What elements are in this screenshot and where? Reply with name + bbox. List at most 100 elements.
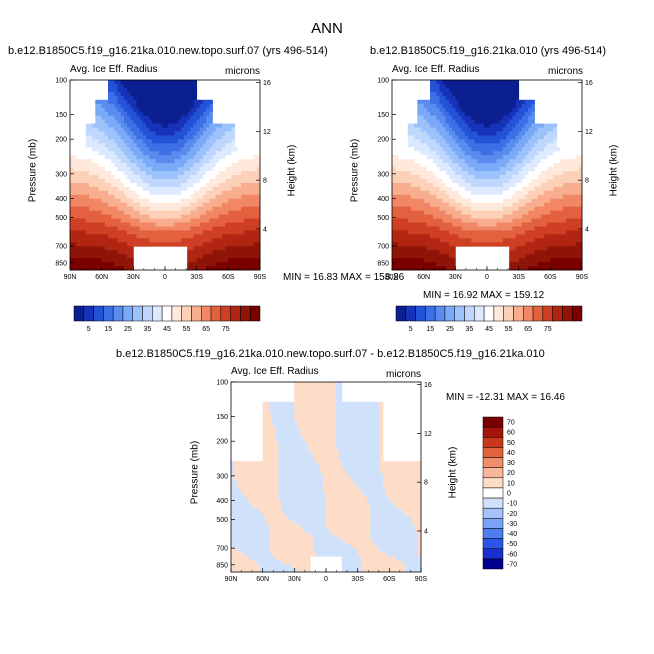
panel1-field-cell: [228, 139, 232, 144]
panel2-field-cell: [499, 159, 504, 164]
panel2-field-cell: [499, 123, 504, 128]
panel2-field-cell: [537, 242, 542, 247]
panel2-field-cell: [563, 190, 567, 196]
panel1-field-cell: [158, 238, 163, 243]
panel1-field-cell: [225, 218, 229, 223]
panel1-field-cell: [174, 214, 179, 219]
panel1-field-cell: [187, 171, 191, 176]
panel1-field-cell: [203, 202, 207, 208]
panel2-field-cell: [445, 222, 450, 227]
panel2-field-cell: [490, 127, 494, 132]
panel2-field-cell: [563, 147, 567, 152]
panel1-field-cell: [123, 83, 128, 89]
panel2-field-cell: [559, 266, 564, 271]
panel2-field-cell: [423, 238, 428, 243]
panel1-field-cell: [155, 155, 160, 160]
panel1-field-cell: [158, 167, 163, 172]
panel1-field-cell: [244, 246, 248, 251]
panel2-field-cell: [433, 254, 437, 259]
panel2-field-cell: [499, 222, 504, 227]
panel1-field-cell: [215, 234, 220, 239]
panel1-field-cell: [149, 167, 153, 172]
panel1-field-cell: [174, 171, 179, 176]
panel2-field-cell: [572, 151, 577, 156]
panel2-field-cell: [468, 226, 472, 231]
panel2-field-cell: [490, 139, 494, 144]
panel1-field-cell: [218, 135, 223, 140]
panel1-field-cell: [168, 99, 172, 105]
panel2-field-cell: [506, 115, 510, 120]
panel1-field-cell: [161, 127, 166, 132]
panel2-field-cell: [414, 131, 418, 136]
panel2-field-cell: [547, 202, 551, 208]
panel1-field-cell: [231, 135, 236, 140]
panel1-field-cell: [165, 87, 169, 93]
panel2-field-cell: [525, 198, 529, 204]
panel2-field-cell: [544, 190, 548, 196]
panel2-field-cell: [531, 103, 535, 109]
panel2-field-cell: [559, 222, 564, 227]
panel2-field-cell: [490, 147, 494, 152]
panel1-field-cell: [133, 139, 137, 144]
panel1-field-cell: [79, 238, 84, 243]
panel2-field-cell: [487, 143, 491, 148]
panel1-field-cell: [130, 83, 134, 89]
panel1-field-cell: [155, 115, 160, 120]
panel2-field-cell: [414, 151, 418, 156]
panel2-field-cell: [493, 198, 497, 204]
panel1-field-cell: [73, 182, 77, 188]
panel1-field-cell: [165, 91, 169, 97]
panel1-field-cell: [215, 238, 220, 243]
panel2-field-cell: [474, 155, 478, 160]
panel1-field-cell: [127, 127, 131, 132]
panel2-field-cell: [490, 242, 494, 247]
panel2-field-cell: [509, 99, 513, 105]
panel1-field-cell: [130, 135, 134, 140]
panel1-field-cell: [155, 242, 160, 247]
panel2-field-cell: [499, 206, 504, 212]
panel2-field-cell: [398, 163, 402, 168]
panel1-field-cell: [142, 214, 147, 219]
panel1-field-cell: [92, 246, 96, 251]
panel1-field-cell: [174, 210, 179, 215]
panel2-field-cell: [490, 95, 494, 101]
panel1-field-cell: [187, 218, 191, 223]
panel1-field-cell: [215, 194, 220, 200]
panel1-field-cell: [190, 151, 194, 156]
panel2-field-cell: [401, 210, 406, 215]
panel2-field-cell: [392, 175, 396, 180]
panel1-field-cell: [171, 139, 175, 144]
panel1-field-cell: [190, 80, 194, 85]
panel2-field-cell: [566, 254, 570, 259]
panel1-field-cell: [146, 234, 150, 239]
panel1-field-cell: [237, 202, 242, 208]
panel1-field-cell: [206, 103, 210, 109]
panel1-field-cell: [250, 214, 255, 219]
panel2-field-cell: [480, 167, 485, 172]
panel2-field-cell: [569, 202, 573, 208]
panel1-field-cell: [130, 159, 134, 164]
panel1-field-cell: [250, 182, 255, 188]
panel1-field-cell: [136, 151, 141, 156]
panel1-field-cell: [76, 250, 80, 255]
panel1-field-cell: [190, 167, 194, 172]
panel1-field-cell: [101, 143, 106, 148]
panel1-field-cell: [171, 87, 175, 93]
panel2-field-cell: [537, 246, 542, 251]
panel3-field-cell: [313, 385, 317, 391]
panel1-field-cell: [190, 87, 194, 93]
panel1-field-cell: [199, 115, 204, 120]
panel1-field-cell: [196, 242, 201, 247]
panel1-field-cell: [168, 167, 172, 172]
panel1-field-cell: [130, 151, 134, 156]
panel1-field-cell: [171, 119, 175, 124]
panel2-field-cell: [490, 234, 494, 239]
panel2-field-cell: [550, 258, 554, 263]
panel2-field-cell: [468, 222, 472, 227]
panel1-field-cell: [184, 95, 188, 101]
panel2-field-cell: [534, 222, 539, 227]
panel2-field-cell: [404, 155, 409, 160]
panel2-field-cell: [436, 147, 440, 152]
panel1-field-cell: [136, 214, 141, 219]
panel1-field-cell: [231, 163, 236, 168]
